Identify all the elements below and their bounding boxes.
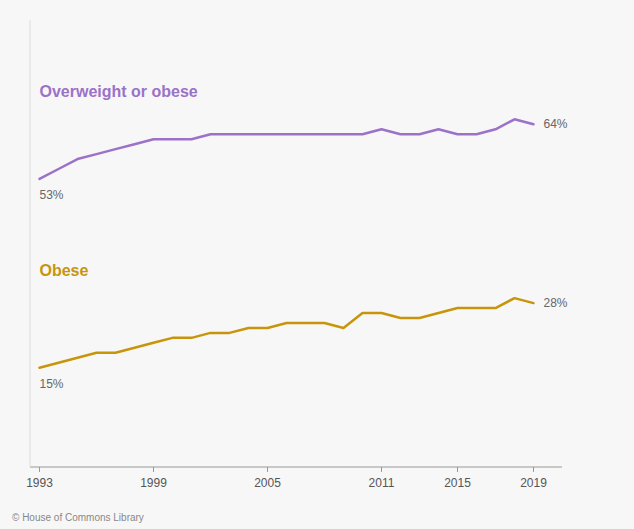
value-label: 15% xyxy=(40,377,64,391)
x-tick-label: 2019 xyxy=(520,476,547,490)
x-tick xyxy=(267,467,268,472)
x-tick xyxy=(39,467,40,472)
x-tick xyxy=(533,467,534,472)
x-tick-label: 2011 xyxy=(369,476,395,490)
value-label: 53% xyxy=(40,188,64,202)
plot-area xyxy=(40,119,534,367)
x-tick-label: 2005 xyxy=(254,476,281,490)
chart: 1993 1999 2005 2011 2015 2019 Overweight or ob… xyxy=(0,0,634,529)
x-tick-label: 1999 xyxy=(140,476,167,490)
x-axis xyxy=(30,467,562,468)
x-tick-label: 2015 xyxy=(444,476,471,490)
annotation: © House of Commons Library xyxy=(12,512,144,523)
x-tick xyxy=(381,467,382,472)
y-axis xyxy=(30,20,31,467)
x-tick xyxy=(457,467,458,472)
x-tick xyxy=(153,467,154,472)
series-label: Obese xyxy=(40,262,89,279)
x-tick-label: 1993 xyxy=(26,476,53,490)
value-label: 28% xyxy=(544,296,568,310)
value-label: 64% xyxy=(544,117,568,131)
series-line xyxy=(40,298,534,368)
series-label: Overweight or obese xyxy=(40,83,198,100)
series-line xyxy=(40,119,534,179)
